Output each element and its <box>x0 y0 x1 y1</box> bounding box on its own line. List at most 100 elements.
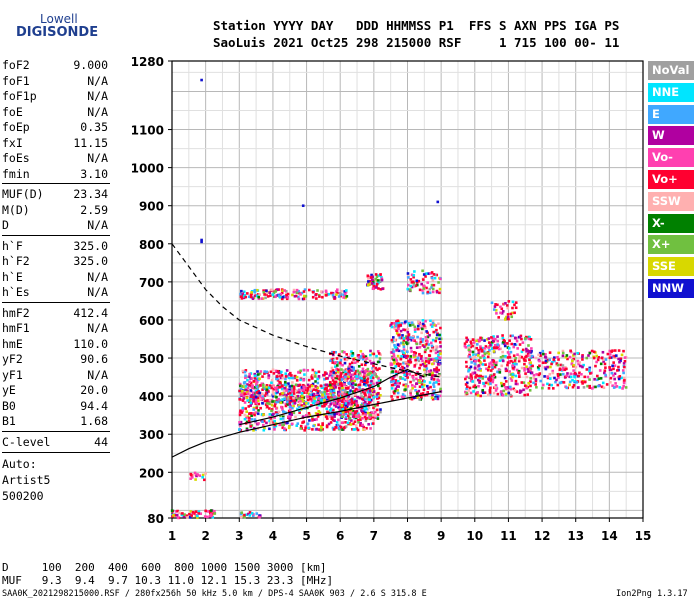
echo-point <box>267 374 271 377</box>
y-tick-label: 1000 <box>131 162 164 176</box>
echo-point <box>344 410 348 414</box>
echo-point <box>518 373 521 377</box>
param-name: foE <box>2 104 23 119</box>
param-name: hmF2 <box>2 305 30 320</box>
echo-point <box>504 380 508 383</box>
echo-point <box>608 366 611 369</box>
echo-point <box>360 363 364 367</box>
echo-point <box>522 388 525 392</box>
echo-point <box>339 294 342 298</box>
legend-item-sse: SSE <box>648 257 694 277</box>
echo-point <box>600 356 604 360</box>
echo-point <box>320 399 323 402</box>
echo-point <box>464 346 468 349</box>
echo-point <box>425 272 428 275</box>
echo-point <box>539 354 542 357</box>
legend-item-e: E <box>648 104 694 124</box>
echo-point <box>342 296 345 299</box>
echo-point <box>433 323 436 327</box>
echo-point <box>331 361 335 364</box>
echo-point <box>289 376 293 380</box>
echo-point <box>255 393 259 396</box>
echo-point <box>288 402 292 406</box>
echo-point <box>263 427 266 430</box>
echo-point <box>242 290 246 294</box>
echo-point <box>360 383 363 387</box>
echo-point <box>318 295 321 298</box>
echo-point <box>394 346 398 349</box>
echo-point <box>362 373 366 377</box>
echo-point <box>409 336 412 339</box>
echo-point <box>622 371 625 375</box>
echo-point <box>596 378 599 382</box>
echo-point <box>176 509 179 513</box>
echo-point <box>284 428 287 432</box>
echo-point <box>257 402 261 406</box>
echo-point <box>306 422 310 425</box>
echo-point <box>429 272 432 275</box>
echo-point <box>588 386 592 389</box>
echo-point <box>259 398 262 401</box>
echo-point <box>244 295 247 299</box>
echo-point <box>347 370 351 373</box>
echo-point <box>400 395 404 398</box>
echo-point <box>426 281 430 284</box>
echo-point <box>240 385 244 388</box>
echo-point <box>243 515 246 519</box>
echo-point <box>283 380 287 384</box>
echo-point <box>621 387 624 390</box>
y-tick-label: 200 <box>139 466 164 480</box>
echo-point <box>334 380 338 384</box>
echo-point <box>601 381 605 385</box>
param-value: N/A <box>87 218 108 232</box>
echo-point <box>243 401 247 404</box>
echo-point <box>524 372 527 375</box>
echo-point <box>241 399 245 402</box>
echo-point <box>248 391 251 395</box>
echo-point <box>513 336 517 340</box>
echo-point <box>266 399 269 402</box>
x-tick-label: 1 <box>168 529 176 543</box>
echo-point <box>329 421 333 424</box>
echo-point <box>352 368 356 372</box>
echo-point <box>359 424 362 427</box>
echo-point <box>333 374 337 378</box>
echo-point <box>342 386 346 390</box>
param-name: B1 <box>2 414 16 428</box>
echo-point <box>552 358 556 361</box>
echo-point <box>312 373 315 377</box>
echo-point <box>420 331 423 335</box>
echo-point <box>243 413 247 417</box>
echo-point <box>335 367 338 371</box>
echo-point <box>474 385 478 389</box>
echo-point <box>276 373 280 377</box>
echo-point <box>612 367 615 371</box>
echo-point <box>321 393 324 397</box>
echo-point <box>286 295 290 299</box>
echo-point <box>288 391 292 395</box>
echo-point <box>424 275 427 278</box>
echo-point <box>340 378 344 381</box>
echo-point <box>574 365 578 369</box>
echo-point <box>341 386 344 390</box>
echo-point <box>572 354 575 357</box>
echo-point <box>476 378 480 382</box>
echo-point <box>421 327 424 331</box>
echo-point <box>251 412 255 415</box>
echo-point <box>488 362 491 366</box>
echo-point <box>591 387 594 390</box>
echo-point <box>318 389 321 393</box>
echo-point <box>556 363 560 367</box>
echo-point <box>484 375 487 379</box>
echo-point <box>537 353 540 357</box>
echo-point <box>493 362 496 366</box>
y-tick-label: 1100 <box>131 124 164 138</box>
echo-point <box>438 341 442 344</box>
echo-point <box>299 293 302 296</box>
echo-point <box>430 376 434 380</box>
echo-point <box>535 385 538 389</box>
echo-point <box>398 336 402 339</box>
echo-point <box>371 287 375 291</box>
echo-point <box>392 336 395 339</box>
echo-point <box>487 337 491 340</box>
